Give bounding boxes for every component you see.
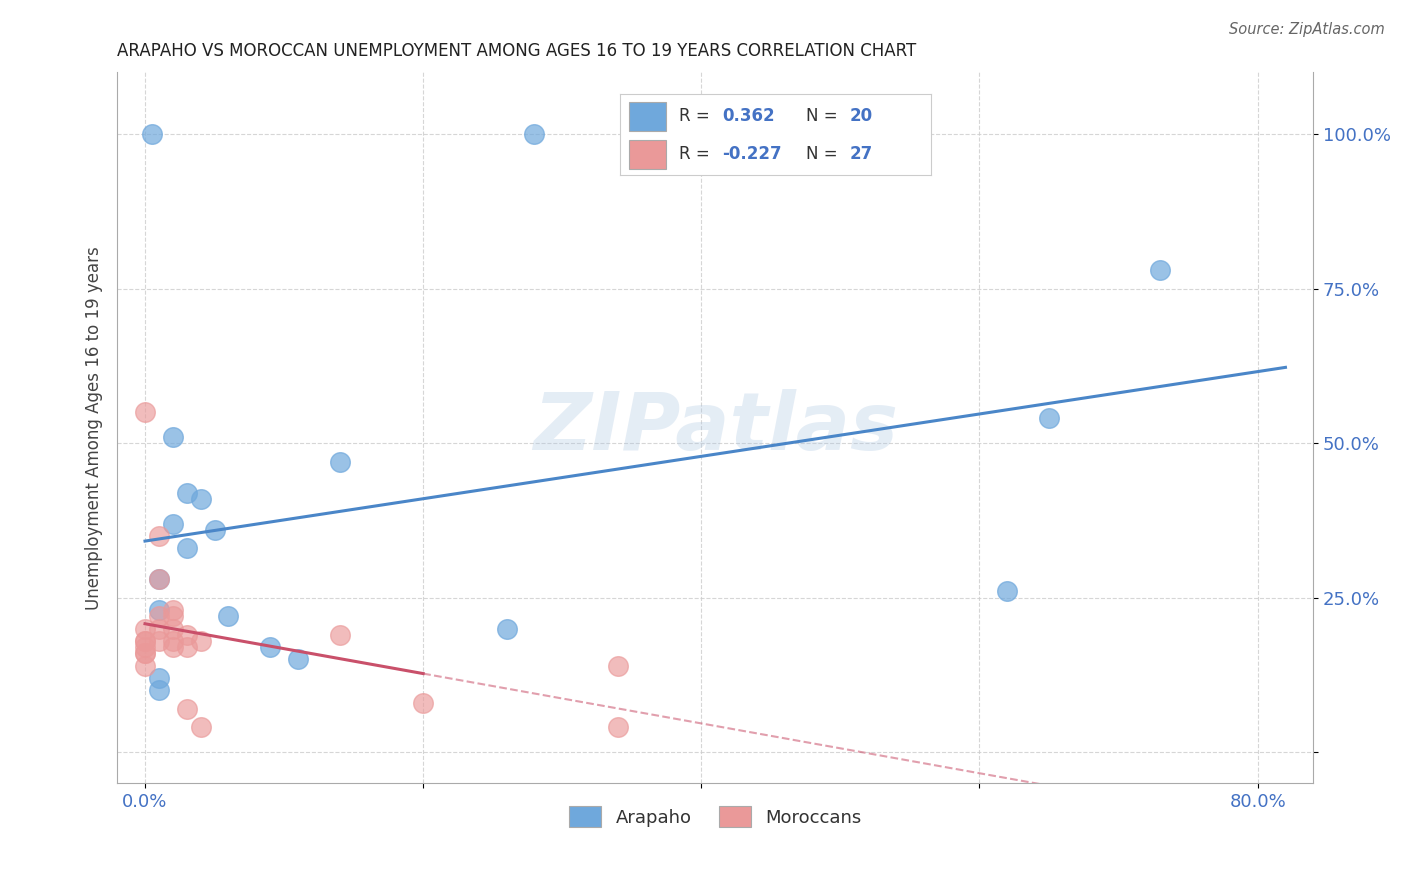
Point: [162, 430, 184, 444]
Point: [162, 609, 184, 624]
Text: Source: ZipAtlas.com: Source: ZipAtlas.com: [1229, 22, 1385, 37]
Point: [204, 523, 226, 537]
Point: [148, 622, 170, 636]
Y-axis label: Unemployment Among Ages 16 to 19 years: Unemployment Among Ages 16 to 19 years: [86, 246, 103, 609]
Point: [176, 541, 198, 556]
Point: [162, 640, 184, 654]
Point: [176, 702, 198, 716]
Point: [606, 658, 628, 673]
Point: [134, 634, 156, 648]
Point: [134, 622, 156, 636]
Point: [148, 683, 170, 698]
Point: [134, 658, 156, 673]
Point: [1149, 263, 1171, 277]
Point: [141, 127, 163, 141]
Point: [148, 529, 170, 543]
Point: [134, 634, 156, 648]
Point: [148, 671, 170, 685]
Point: [134, 646, 156, 660]
Point: [176, 640, 198, 654]
Point: [148, 572, 170, 586]
Legend: Arapaho, Moroccans: Arapaho, Moroccans: [561, 799, 869, 834]
Point: [329, 455, 352, 469]
Point: [1038, 411, 1060, 425]
Point: [217, 609, 239, 624]
Point: [134, 646, 156, 660]
Point: [148, 572, 170, 586]
Point: [162, 634, 184, 648]
Point: [606, 721, 628, 735]
Point: [523, 127, 546, 141]
Point: [190, 721, 212, 735]
Point: [176, 485, 198, 500]
Point: [329, 628, 352, 642]
Point: [134, 640, 156, 654]
Point: [995, 584, 1018, 599]
Point: [162, 516, 184, 531]
Point: [148, 609, 170, 624]
Text: ARAPAHO VS MOROCCAN UNEMPLOYMENT AMONG AGES 16 TO 19 YEARS CORRELATION CHART: ARAPAHO VS MOROCCAN UNEMPLOYMENT AMONG A…: [117, 42, 917, 60]
Point: [190, 634, 212, 648]
Point: [287, 652, 309, 666]
Point: [162, 622, 184, 636]
Point: [134, 405, 156, 419]
Text: ZIPatlas: ZIPatlas: [533, 389, 898, 467]
Point: [412, 696, 434, 710]
Point: [176, 628, 198, 642]
Point: [162, 603, 184, 617]
Point: [259, 640, 281, 654]
Point: [190, 491, 212, 506]
Point: [148, 634, 170, 648]
Point: [495, 622, 517, 636]
Point: [148, 603, 170, 617]
